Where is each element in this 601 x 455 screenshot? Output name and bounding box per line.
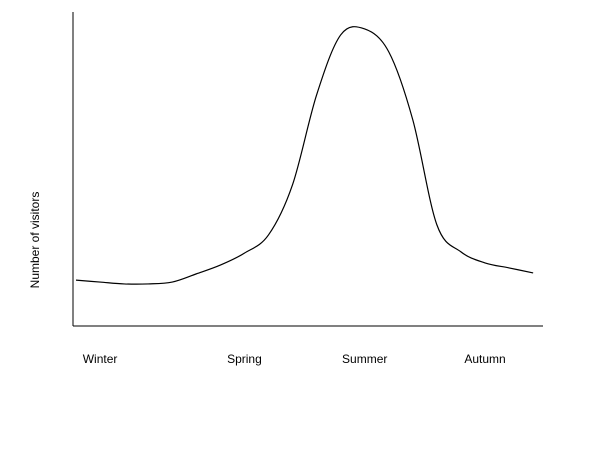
x-tick-label: Winter bbox=[83, 352, 118, 366]
line bbox=[75, 26, 534, 285]
y-axis-label: Number of visitors bbox=[28, 192, 42, 289]
x-tick-label: Summer bbox=[342, 352, 387, 366]
x-tick-label: Autumn bbox=[464, 352, 505, 366]
x-tick-label: Spring bbox=[227, 352, 262, 366]
